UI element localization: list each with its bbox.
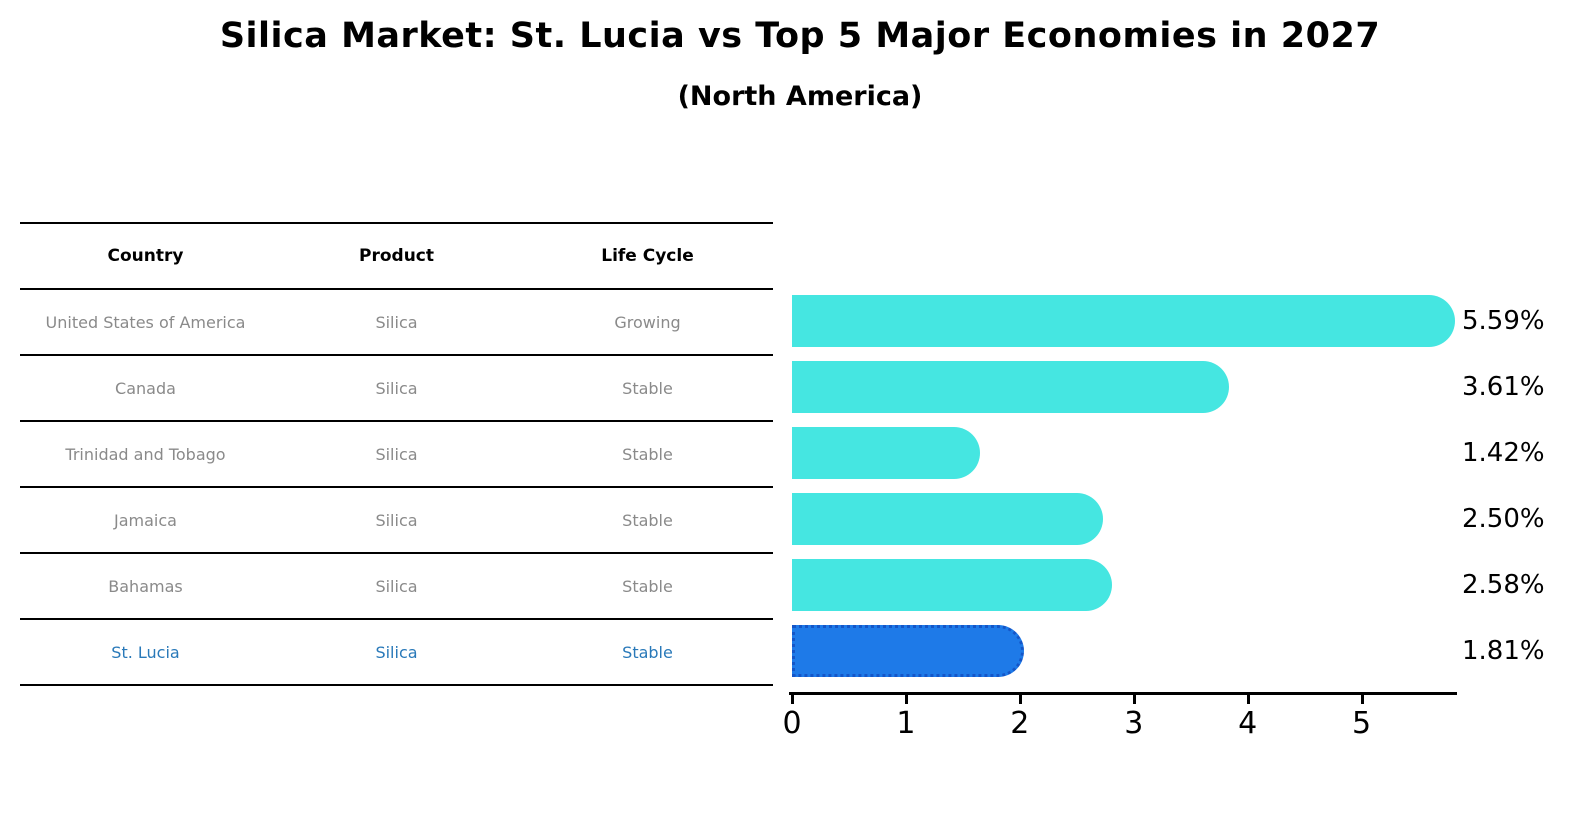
table-header-row: Country Product Life Cycle	[20, 224, 773, 288]
table-cell-product: Silica	[375, 510, 418, 530]
bar-value-label-st-lucia: 1.81%	[1462, 636, 1545, 666]
table-divider	[20, 420, 773, 422]
x-axis-line	[789, 692, 1457, 695]
table-cell-country: St. Lucia	[111, 642, 180, 662]
table-row-trinidad-and-tobago: Trinidad and Tobago Silica Stable	[20, 422, 773, 486]
table-cell-life-cycle: Stable	[622, 444, 673, 464]
x-axis-tick-label: 2	[1010, 706, 1030, 741]
table-cell-product: Silica	[375, 378, 418, 398]
bar-jamaica	[792, 493, 1103, 545]
table-cell-life-cycle: Stable	[622, 510, 673, 530]
table-cell-life-cycle: Stable	[622, 576, 673, 596]
table-cell-country: Canada	[115, 378, 176, 398]
bar-united-states-of-america	[792, 295, 1455, 347]
table-cell-product: Silica	[375, 312, 418, 332]
table-header-country: Country	[107, 246, 184, 266]
table-divider	[20, 684, 773, 686]
table-divider	[20, 354, 773, 356]
table-row-st-lucia: St. Lucia Silica Stable	[20, 620, 773, 684]
table-cell-country: Jamaica	[114, 510, 177, 530]
x-axis-tick	[1360, 695, 1364, 704]
x-axis-tick-label: 0	[782, 706, 802, 741]
bar-value-label-bahamas: 2.58%	[1462, 570, 1545, 600]
x-axis-tick-label: 1	[896, 706, 916, 741]
table-cell-life-cycle: Growing	[614, 312, 681, 332]
table-cell-product: Silica	[375, 642, 418, 662]
bar-trinidad-and-tobago	[792, 427, 980, 479]
table-cell-product: Silica	[375, 444, 418, 464]
table-divider	[20, 222, 773, 224]
bar-bahamas	[792, 559, 1112, 611]
bar-canada	[792, 361, 1229, 413]
x-axis-tick	[1132, 695, 1136, 704]
x-axis-tick	[904, 695, 908, 704]
table-row-canada: Canada Silica Stable	[20, 356, 773, 420]
x-axis-tick	[791, 695, 794, 704]
table-cell-life-cycle: Stable	[622, 378, 673, 398]
bar-st-lucia	[792, 625, 1024, 677]
bar-value-label-trinidad-and-tobago: 1.42%	[1462, 438, 1545, 468]
table-cell-country: United States of America	[45, 312, 246, 332]
table-cell-country: Bahamas	[108, 576, 183, 596]
chart-title: Silica Market: St. Lucia vs Top 5 Major …	[219, 16, 1381, 56]
x-axis-tick-label: 3	[1124, 706, 1144, 741]
table-cell-product: Silica	[375, 576, 418, 596]
table-cell-life-cycle: Stable	[622, 642, 673, 662]
table-divider	[20, 618, 773, 620]
table-divider	[20, 288, 773, 290]
table-row-bahamas: Bahamas Silica Stable	[20, 554, 773, 618]
table-header-life-cycle: Life Cycle	[601, 246, 694, 266]
bar-value-label-united-states-of-america: 5.59%	[1462, 306, 1545, 336]
bar-value-label-canada: 3.61%	[1462, 372, 1545, 402]
table-divider	[20, 486, 773, 488]
x-axis-tick	[1018, 695, 1022, 704]
table-cell-country: Trinidad and Tobago	[65, 444, 226, 464]
bar-value-label-jamaica: 2.50%	[1462, 504, 1545, 534]
table-divider	[20, 552, 773, 554]
x-axis-tick-label: 5	[1352, 706, 1372, 741]
country-table: Country Product Life Cycle United States…	[20, 222, 773, 686]
x-axis-tick-label: 4	[1238, 706, 1258, 741]
x-axis-tick	[1246, 695, 1250, 704]
table-row-united-states-of-america: United States of America Silica Growing	[20, 290, 773, 354]
table-row-jamaica: Jamaica Silica Stable	[20, 488, 773, 552]
chart-subtitle: (North America)	[677, 81, 923, 112]
table-header-product: Product	[359, 246, 434, 266]
